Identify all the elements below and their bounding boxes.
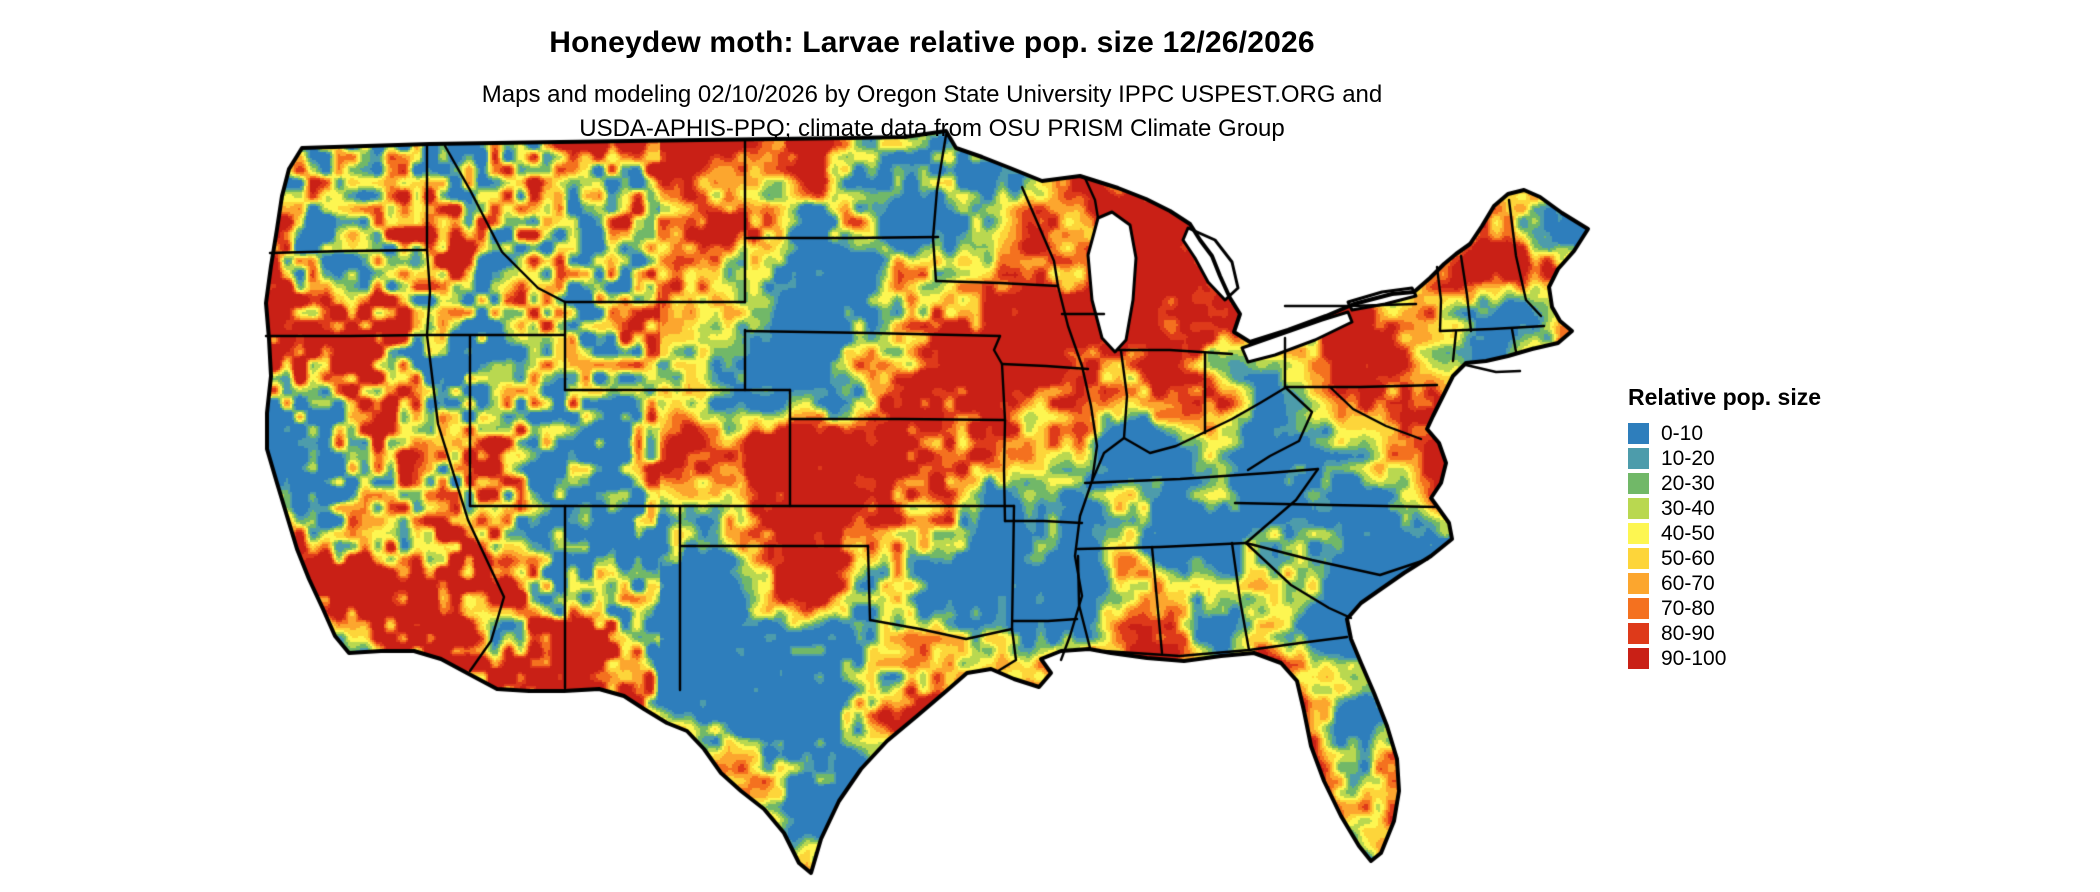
legend-swatch: [1628, 598, 1649, 619]
legend-item-label: 70-80: [1661, 596, 1715, 620]
map-title: Honeydew moth: Larvae relative pop. size…: [549, 26, 1315, 59]
legend-item-label: 60-70: [1661, 571, 1715, 595]
legend: Relative pop. size 0-10 10-20 20-30 30-40 40…: [1628, 384, 1821, 671]
legend-item: 60-70: [1628, 571, 1821, 596]
legend-swatch: [1628, 573, 1649, 594]
legend-swatch: [1628, 648, 1649, 669]
map-subtitle-line2: USDA-APHIS-PPQ; climate data from OSU PR…: [579, 115, 1285, 142]
legend-item-label: 10-20: [1661, 446, 1715, 470]
legend-item-label: 30-40: [1661, 496, 1715, 520]
legend-swatch: [1628, 423, 1649, 444]
legend-swatch: [1628, 523, 1649, 544]
legend-item: 40-50: [1628, 521, 1821, 546]
legend-swatch: [1628, 498, 1649, 519]
legend-item: 30-40: [1628, 496, 1821, 521]
legend-item-label: 50-60: [1661, 546, 1715, 570]
legend-item: 10-20: [1628, 446, 1821, 471]
legend-swatch: [1628, 623, 1649, 644]
legend-item-label: 80-90: [1661, 621, 1715, 645]
legend-swatch: [1628, 448, 1649, 469]
map-subtitle: Maps and modeling 02/10/2026 by Oregon S…: [0, 78, 1864, 146]
legend-item: 70-80: [1628, 596, 1821, 621]
legend-swatch: [1628, 548, 1649, 569]
legend-item: 0-10: [1628, 421, 1821, 446]
legend-title: Relative pop. size: [1628, 384, 1822, 410]
legend-item: 90-100: [1628, 646, 1821, 671]
legend-item-label: 0-10: [1661, 421, 1704, 445]
legend-item: 20-30: [1628, 471, 1821, 496]
legend-item-label: 90-100: [1661, 646, 1727, 670]
map-subtitle-line1: Maps and modeling 02/10/2026 by Oregon S…: [481, 81, 1383, 108]
legend-item-label: 40-50: [1661, 521, 1715, 545]
legend-items: 0-10 10-20 20-30 30-40 40-50 50-60 60-70 70-80 8…: [1628, 421, 1821, 671]
legend-item-label: 20-30: [1661, 471, 1715, 495]
legend-item: 80-90: [1628, 621, 1821, 646]
legend-item: 50-60: [1628, 546, 1821, 571]
legend-swatch: [1628, 473, 1649, 494]
